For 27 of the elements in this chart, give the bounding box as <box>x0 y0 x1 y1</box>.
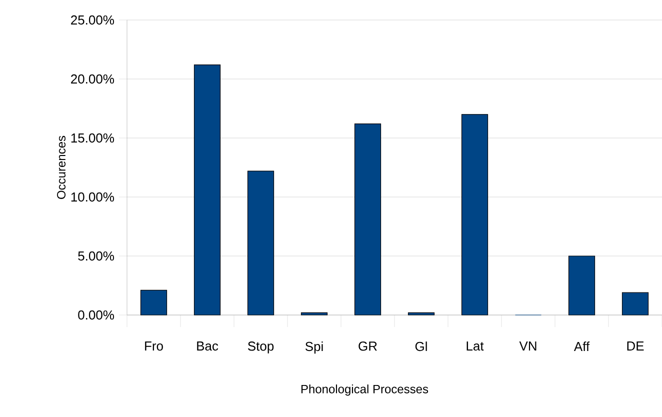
bar <box>622 292 649 316</box>
x-tick-label: DE <box>627 342 644 350</box>
x-tick-label: Lat <box>466 342 484 351</box>
x-tick-label: Stop <box>248 342 274 354</box>
x-tick-label: GR <box>358 342 377 351</box>
x-tick-label: Spi <box>305 342 323 354</box>
x-tick-label: Aff <box>574 342 590 351</box>
y-tick-label: 15.00% <box>71 133 114 143</box>
bar <box>194 64 221 316</box>
x-tick-label: Bac <box>197 342 218 351</box>
bar <box>140 290 168 316</box>
x-axis-title: Phonological Processes <box>301 384 428 396</box>
y-axis-title: Occurences <box>57 136 66 199</box>
x-tick-label: Fro <box>145 342 163 351</box>
y-tick-label: 20.00% <box>71 74 114 84</box>
bar <box>247 170 274 316</box>
bar <box>408 312 435 316</box>
y-tick-label: 25.00% <box>71 15 114 25</box>
bar <box>354 124 382 316</box>
bar <box>300 312 328 316</box>
bar <box>461 114 488 316</box>
bar <box>568 256 596 316</box>
y-tick-label: 10.00% <box>71 192 114 202</box>
y-tick-label: 5.00% <box>78 251 114 261</box>
x-tick-label: Gl <box>415 342 427 352</box>
y-tick-label: 0.00% <box>78 310 114 320</box>
x-tick-label: VN <box>519 342 536 350</box>
